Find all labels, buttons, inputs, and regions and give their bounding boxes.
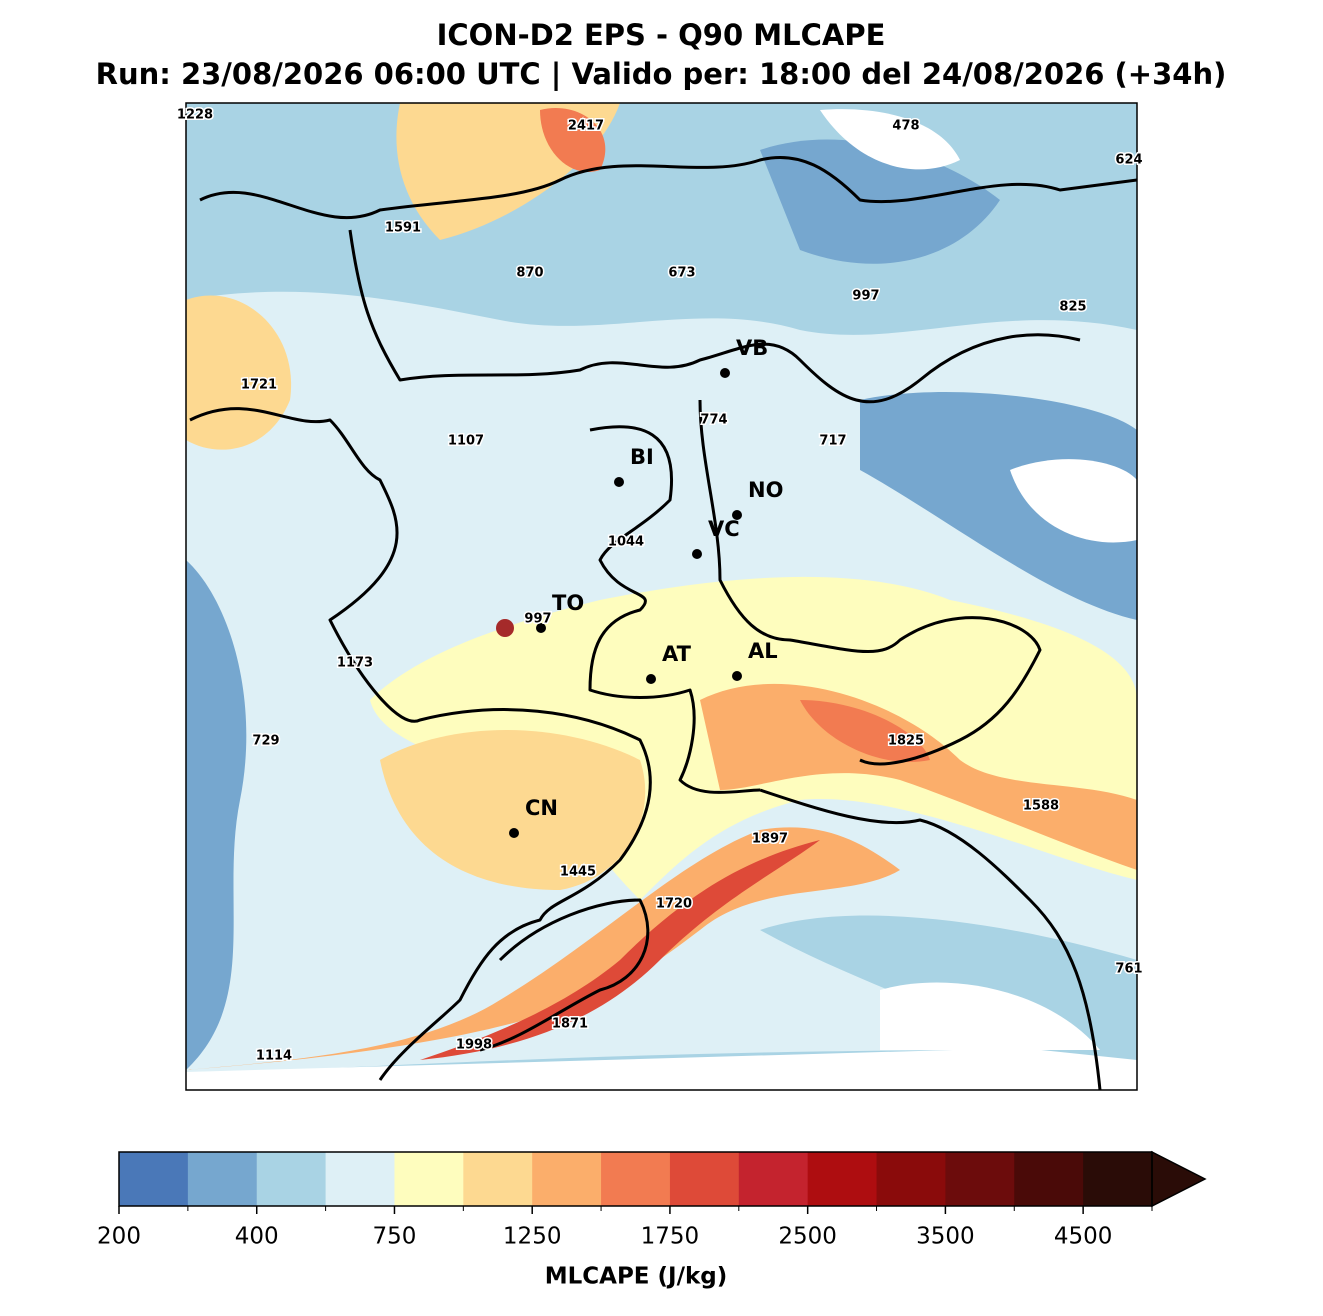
colorbar-segment [601,1152,671,1206]
point-value: 1114 [256,1049,292,1064]
point-value: 1897 [752,832,788,847]
colorbar-segment [463,1152,533,1206]
point-value: 1445 [560,865,596,880]
city-label: AT [662,642,692,666]
colorbar-segment [1014,1152,1084,1206]
colorbar-segment [945,1152,1015,1206]
point-value: 729 [252,734,279,749]
point-value: 997 [524,612,551,627]
subtitle: Run: 23/08/2026 06:00 UTC | Valido per: … [96,57,1227,91]
point-value: 1588 [1023,799,1059,814]
city-dot [646,674,656,684]
colorbar-segment [256,1152,327,1206]
colorbar-segment [738,1152,809,1206]
city-dot [614,477,624,487]
point-value: 1173 [337,656,373,671]
city-dot [692,549,702,559]
colorbar-tick-label: 1250 [503,1224,562,1250]
colorbar-tick-label: 3500 [916,1224,975,1250]
point-value: 2417 [568,119,604,134]
colorbar-tick-label: 4500 [1054,1224,1113,1250]
point-value: 1825 [888,734,924,749]
colorbar-segment [119,1152,189,1206]
point-value: 1998 [456,1038,492,1053]
city-dot [509,828,519,838]
labels: VB BI NO VC TO AT AL CN 1228 2417 478 624 1591 870 673… [175,106,1144,1065]
point-value: 478 [892,119,919,134]
city-label: AL [748,639,778,663]
title: ICON-D2 EPS - Q90 MLCAPE [437,18,886,52]
city-label: NO [748,478,783,502]
city-dot [536,623,546,633]
point-value: 761 [1115,962,1142,977]
city-dot [732,671,742,681]
colorbar-tick-label: 400 [235,1224,279,1250]
city-label: TO [552,591,584,615]
point-value: 1228 [177,108,213,123]
colorbar-segment [876,1152,946,1206]
city-label: VB [736,336,768,360]
map-frame [185,102,1138,1091]
colorbar-tick-label: 200 [97,1224,141,1250]
point-value: 1720 [656,897,692,912]
colorbar-segment [394,1152,464,1206]
city-dot [732,510,742,520]
point-value: 1044 [608,535,644,550]
colorbar-segment [532,1152,602,1206]
colorbar-segment [1083,1152,1153,1206]
colorbar-segment [325,1152,395,1206]
point-value: 624 [1115,153,1142,168]
city-label: BI [630,445,654,469]
point-value: 774 [700,413,727,428]
colorbar-tick-label: 2500 [778,1224,837,1250]
colorbar: 200 400 750 1250 1750 2500 3500 4500 [97,1150,1207,1250]
point-value: 1107 [448,434,484,449]
colorbar-segment [187,1152,258,1206]
city-label: CN [525,796,558,820]
city-label: VC [708,517,740,541]
colorbar-label: MLCAPE (J/kg) [545,1264,728,1290]
point-value: 717 [819,434,846,449]
colorbar-segment [807,1152,878,1206]
point-value: 1721 [241,378,277,393]
colorbar-tick-label: 750 [373,1224,417,1250]
colorbar-segment [669,1152,740,1206]
map-field [186,103,1137,1090]
colorbar-frame [118,1151,1153,1207]
point-value: 1591 [385,221,421,236]
point-value: 825 [1059,300,1086,315]
point-value: 997 [852,289,879,304]
point-value: 673 [668,266,695,281]
colorbar-extend [1151,1150,1207,1208]
city-dot [720,368,730,378]
point-value: 1871 [552,1017,588,1032]
colorbar-tick-label: 1750 [641,1224,700,1250]
point-value: 870 [516,266,543,281]
location-marker [496,619,514,637]
